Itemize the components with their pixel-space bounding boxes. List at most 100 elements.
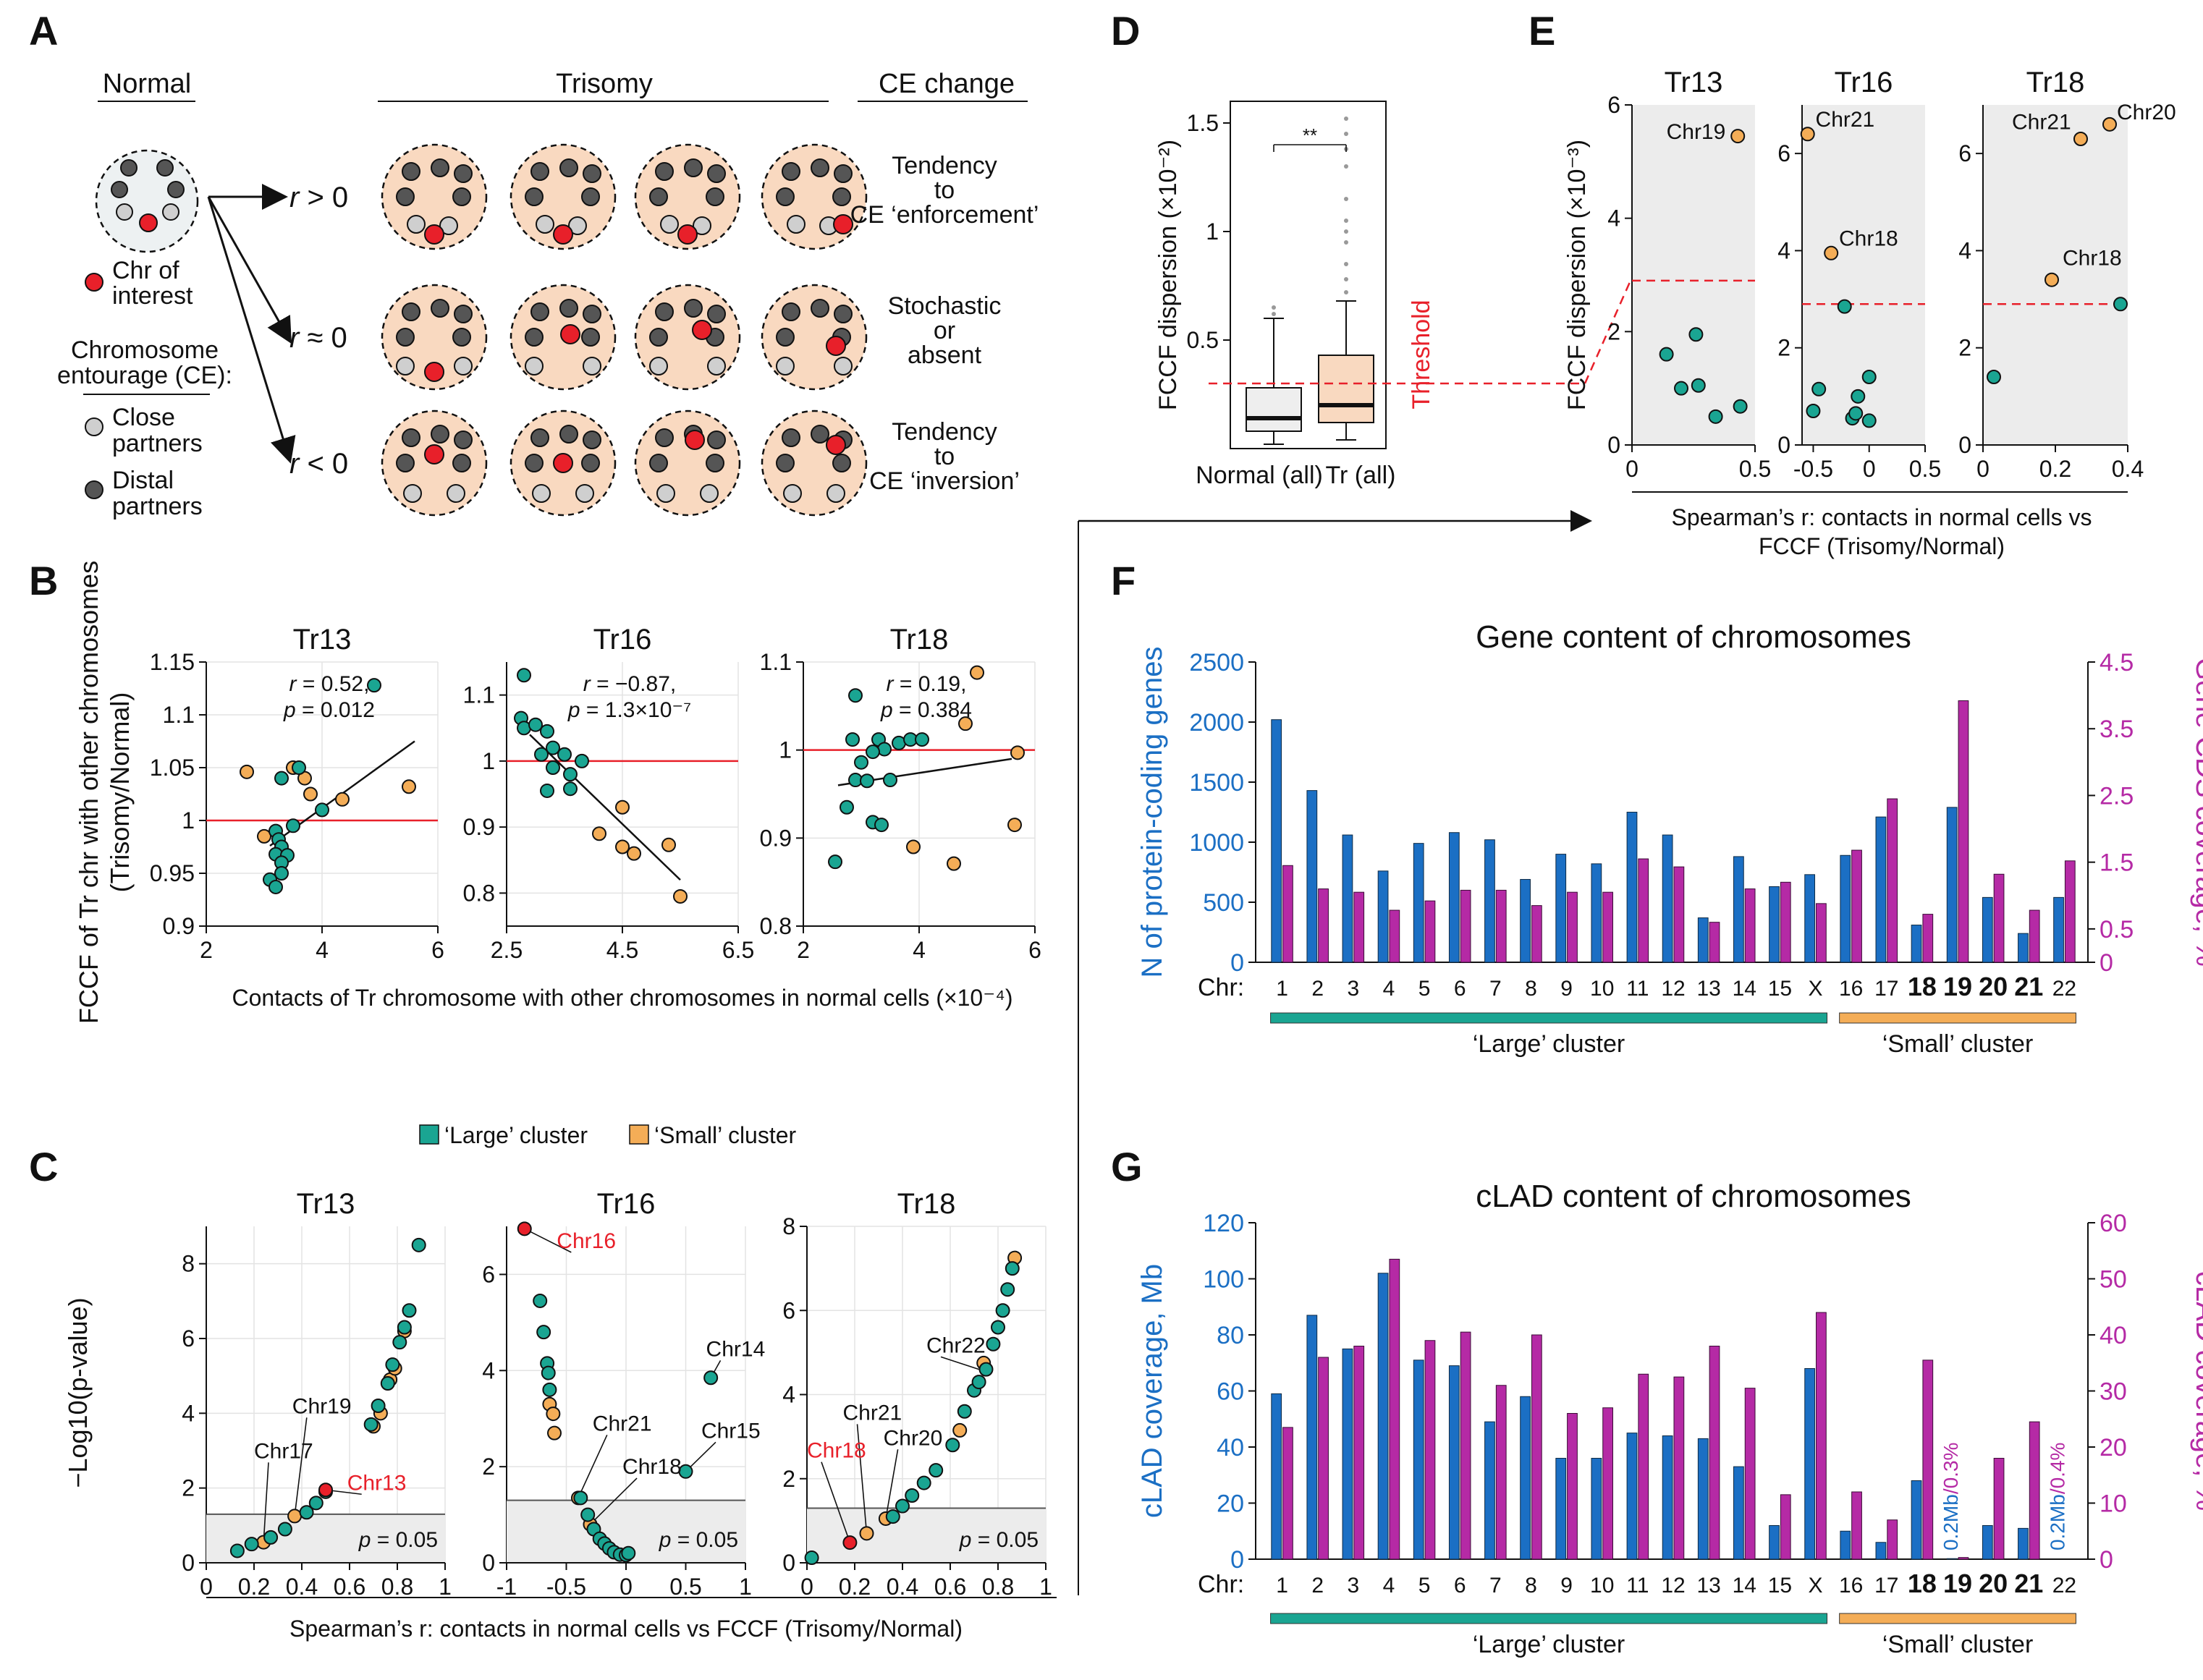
legend-chr-of-interest — [85, 273, 103, 292]
bar-right-series — [1531, 1334, 1542, 1560]
distal-partner — [832, 187, 851, 206]
chr-label: Chr18 — [807, 1439, 866, 1463]
distal-partner — [454, 164, 473, 183]
bar-right-series — [1709, 922, 1720, 963]
y-tick-label: 2 — [1777, 335, 1790, 361]
category-label: 10 — [1590, 977, 1614, 1001]
bar-left-series — [2053, 896, 2064, 963]
outlier — [1272, 305, 1276, 310]
x-tick-label: 0 — [1625, 456, 1638, 482]
distal-partner — [530, 302, 549, 321]
small-cluster-point — [287, 1509, 303, 1524]
large-cluster-point — [1659, 347, 1674, 362]
close-partner — [396, 357, 415, 376]
chr-label: Chr17 — [254, 1439, 313, 1463]
bar-left-series — [1484, 1421, 1495, 1560]
header-ce-change: CE change — [879, 69, 1015, 99]
category-label: 4 — [1383, 1574, 1395, 1598]
small-cluster-point — [257, 828, 271, 844]
chr-label: Chr13 — [347, 1471, 407, 1495]
large-cluster-point — [1674, 381, 1688, 396]
distal-partner — [581, 454, 600, 472]
subplot-title: Tr16 — [597, 1188, 656, 1220]
large-cluster-point — [945, 1438, 960, 1453]
close-partner — [536, 215, 554, 234]
fit-line — [529, 734, 681, 881]
large-cluster-point — [877, 742, 892, 757]
large-cluster-point — [978, 1362, 994, 1377]
y-tick-label: 2 — [1607, 318, 1620, 344]
y-tick-label: 2.5 — [2100, 782, 2134, 810]
large-cluster-point — [299, 1505, 314, 1520]
bar-right-series — [1709, 1346, 1720, 1560]
bar-left-series — [1626, 812, 1638, 963]
legend-text: partners — [112, 430, 203, 457]
category-label: 22 — [2052, 977, 2076, 1001]
outlier — [1344, 262, 1348, 266]
y-tick-label: 1.05 — [150, 755, 195, 781]
x-tick-label: 1 — [1039, 1574, 1052, 1600]
small-cluster-point — [661, 837, 676, 852]
y-tick-label: 0 — [1958, 432, 1971, 458]
bar-left-series — [1840, 1530, 1851, 1560]
y-tick-label: 40 — [2100, 1322, 2127, 1349]
y-tick-label: 0 — [782, 1550, 795, 1576]
chr-label: Chr18 — [622, 1455, 682, 1479]
y-tick-label: 10 — [2100, 1490, 2127, 1518]
distal-partner — [431, 299, 449, 318]
x-axis-label: Spearman’s r: contacts in normal cells v… — [289, 1616, 963, 1642]
y-tick-label: 1.15 — [150, 649, 195, 675]
y-tick-label: 4 — [182, 1400, 195, 1426]
distal-partner — [559, 158, 578, 177]
callout-line — [821, 1461, 851, 1543]
category-label: 2 — [1311, 1574, 1324, 1598]
x-tick-label: 0 — [200, 1574, 213, 1600]
y-tick-label: 2 — [782, 1466, 795, 1492]
bar-right-series — [1638, 1373, 1649, 1560]
distal-partner — [649, 328, 668, 347]
x-tick-label: 0.6 — [334, 1574, 365, 1600]
threshold-connector — [1583, 281, 1631, 384]
category-label: 18 — [1908, 972, 1937, 1001]
stat-p: p = 0.384 — [880, 698, 972, 722]
distal-partner — [156, 159, 174, 177]
small-value-annotation: 0.2Mb/0.3% — [1940, 1443, 1962, 1550]
bar-right-series — [1602, 891, 1613, 963]
bar-right-series — [1816, 903, 1827, 963]
bar-left-series — [1342, 1348, 1353, 1560]
distal-partner — [559, 425, 578, 444]
large-cluster-point — [2113, 297, 2128, 312]
subplot-tr16: -1 -0.5 0 0.5 1 0 2 4 6 Tr16 p = 0.05 Chr16 Chr21 Chr… — [482, 1188, 765, 1600]
bar-right-series — [1460, 1331, 1471, 1560]
category-label: 16 — [1839, 1574, 1863, 1598]
close-partner — [707, 357, 726, 376]
large-cluster-point — [1987, 370, 2001, 384]
subplot-tr13: 2 4 6 0.9 0.95 1 1.05 1.1 1.15 Tr13 r = 0.52,p = 0… — [150, 624, 444, 963]
large-cluster-point — [397, 1320, 412, 1335]
small-cluster-point — [303, 786, 318, 802]
distal-partner — [832, 454, 851, 472]
bar-left-series — [1769, 1525, 1780, 1560]
large-cluster-point — [1708, 409, 1723, 424]
significance-label: ** — [1303, 124, 1317, 146]
y-axis-label-right: cLAD coverage, % — [2190, 1271, 2203, 1511]
panel-a: Normal Trisomy CE change r > 0 r ≈ 0 r < 0 Ten… — [57, 69, 1039, 520]
close-partner — [116, 203, 133, 221]
y-axis-label-left: cLAD coverage, Mb — [1136, 1264, 1168, 1518]
x-tick-label: 0.8 — [982, 1574, 1014, 1600]
distal-partner — [684, 299, 703, 318]
large-cluster-point — [580, 1507, 596, 1522]
large-cluster-point — [895, 1498, 910, 1514]
subplot-tr13: 0 0.5 0 2 4 6 Tr13 Chr19 — [1607, 67, 1771, 482]
close-partner — [776, 357, 795, 376]
distal-partner — [834, 164, 853, 183]
y-tick-label: 1.5 — [1187, 110, 1219, 136]
large-cluster-point — [563, 781, 578, 797]
outcome-text: CE ‘enforcement’ — [850, 201, 1039, 229]
bar-left-series — [1520, 878, 1531, 963]
large-cluster-point — [402, 1303, 417, 1318]
small-cluster-point — [335, 792, 350, 807]
x-tick-label: 0.4 — [887, 1574, 918, 1600]
x-tick-label: 0 — [1863, 456, 1876, 482]
distal-partner — [452, 328, 471, 347]
